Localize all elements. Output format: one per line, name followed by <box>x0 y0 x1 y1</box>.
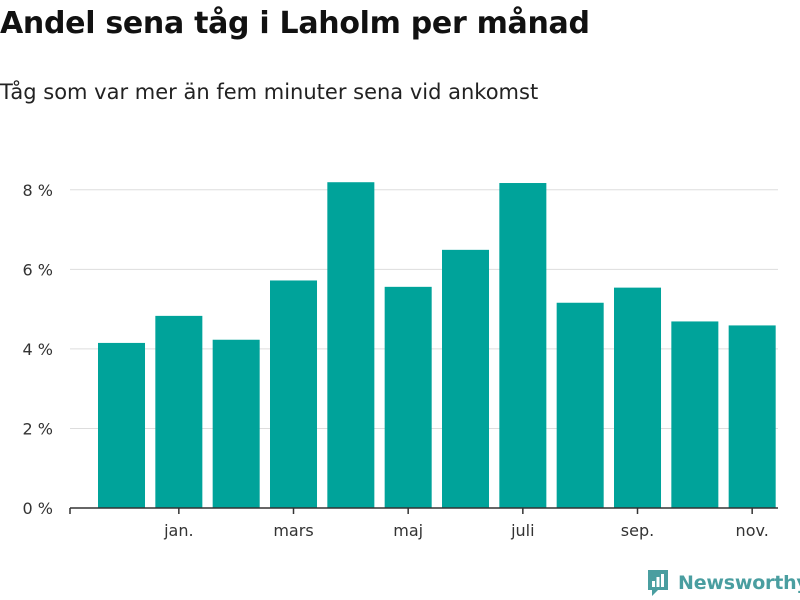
bar-aug. <box>556 302 604 508</box>
x-tick-label: jan. <box>163 521 193 540</box>
bar-okt. <box>671 321 719 508</box>
y-tick-label: 6 % <box>23 260 53 279</box>
x-tick-label: sep. <box>621 521 654 540</box>
newsworthy-logo-icon <box>648 570 668 596</box>
x-tick-label: mars <box>273 521 313 540</box>
bar-maj <box>384 286 432 508</box>
bar-mars <box>270 280 318 508</box>
y-tick-label: 4 % <box>23 340 53 359</box>
bar-feb. <box>212 339 260 508</box>
y-tick-label: 0 % <box>23 499 53 518</box>
bar-apr. <box>327 182 375 508</box>
brand: Newsworthy <box>646 568 800 598</box>
bar-jan. <box>155 315 203 508</box>
bar-juli <box>499 183 547 508</box>
chart-subtitle: Tåg som var mer än fem minuter sena vid … <box>0 80 539 104</box>
x-tick-label: maj <box>393 521 423 540</box>
bar-sep. <box>614 287 662 508</box>
x-tick-label: nov. <box>736 521 769 540</box>
y-tick-label: 2 % <box>23 419 53 438</box>
chart-title: Andel sena tåg i Laholm per månad <box>0 6 590 41</box>
bar-juni <box>442 249 490 508</box>
x-tick-label: juli <box>510 521 534 540</box>
y-tick-label: 8 % <box>23 181 53 200</box>
brand-name: Newsworthy <box>678 572 800 594</box>
bar-nov. <box>728 325 776 508</box>
bar-dec. <box>98 342 146 508</box>
